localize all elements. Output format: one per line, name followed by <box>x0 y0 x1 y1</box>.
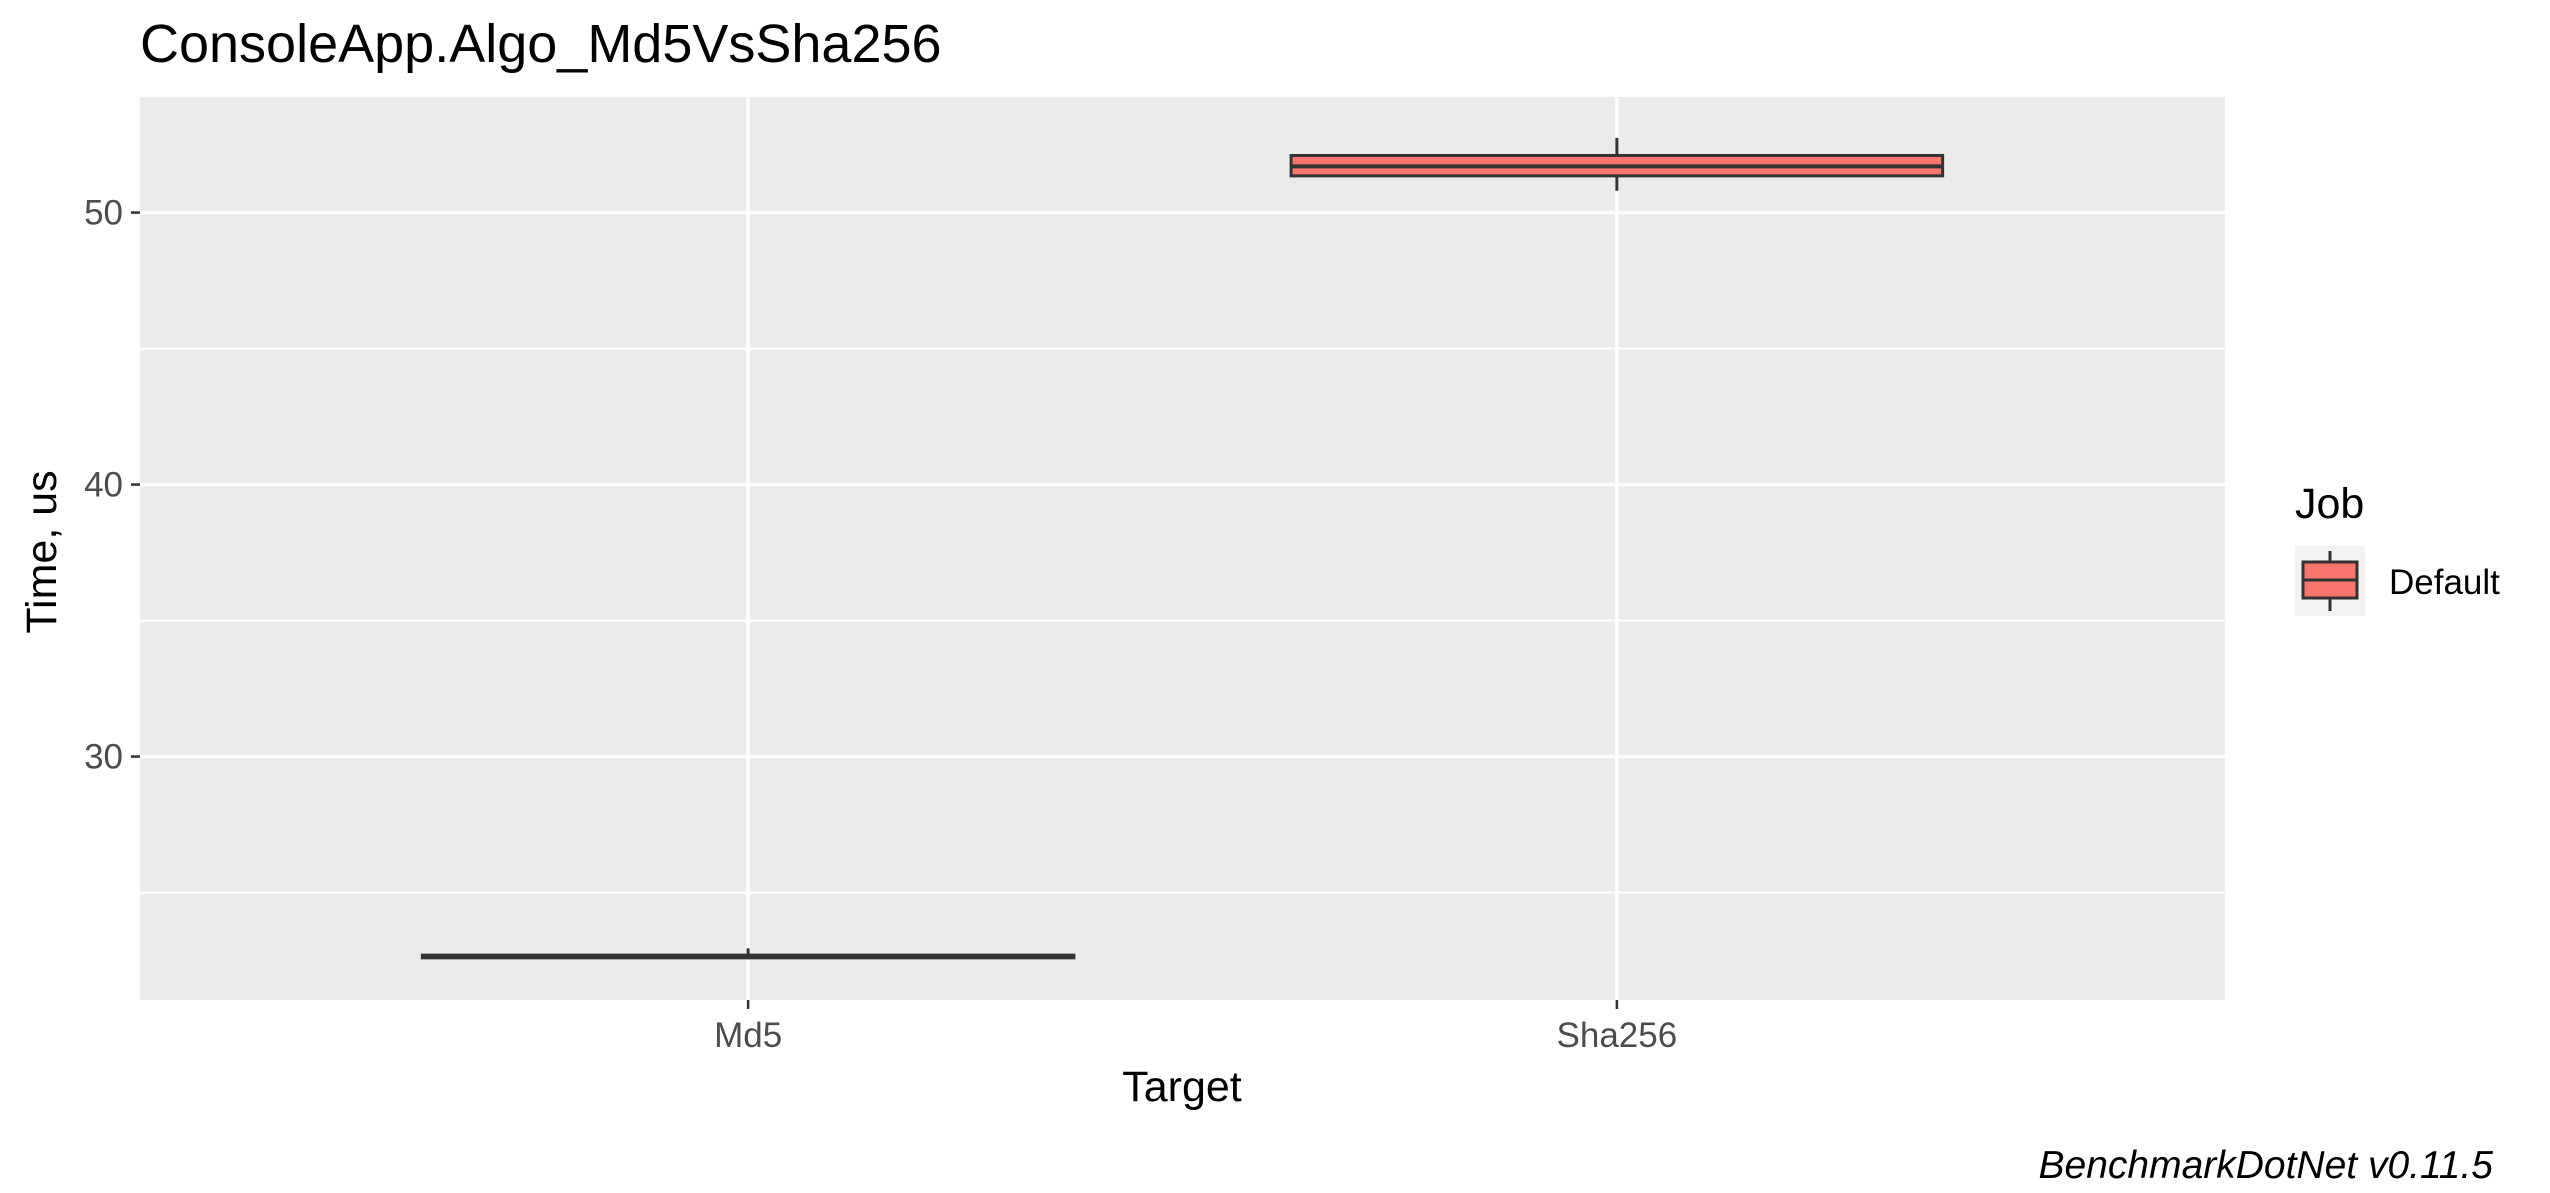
legend: Job Default <box>2295 480 2500 616</box>
x-axis-title: Target <box>1122 1063 1242 1111</box>
plot-panel <box>140 97 2225 1000</box>
y-tick-label: 40 <box>84 466 123 505</box>
y-tick-label: 30 <box>84 738 123 777</box>
x-tick-label: Md5 <box>714 1016 782 1055</box>
grid-layer <box>140 97 2225 1000</box>
chart-caption: BenchmarkDotNet v0.11.5 <box>2039 1144 2494 1187</box>
chart-title: ConsoleApp.Algo_Md5VsSha256 <box>140 14 942 74</box>
legend-label-default: Default <box>2389 563 2500 602</box>
box-layer <box>420 137 1945 960</box>
x-tick-label: Sha256 <box>1557 1016 1678 1055</box>
y-axis-title: Time, us <box>18 470 66 633</box>
axis-layer: 30 40 50 Md5 Sha256 <box>84 194 1677 1055</box>
y-tick-label: 50 <box>84 194 123 233</box>
legend-title: Job <box>2295 480 2364 528</box>
box-sha256 <box>1289 137 1945 191</box>
box-md5 <box>420 948 1076 960</box>
